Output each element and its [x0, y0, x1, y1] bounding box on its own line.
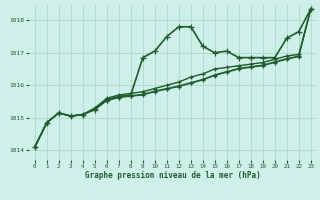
- X-axis label: Graphe pression niveau de la mer (hPa): Graphe pression niveau de la mer (hPa): [85, 171, 261, 180]
